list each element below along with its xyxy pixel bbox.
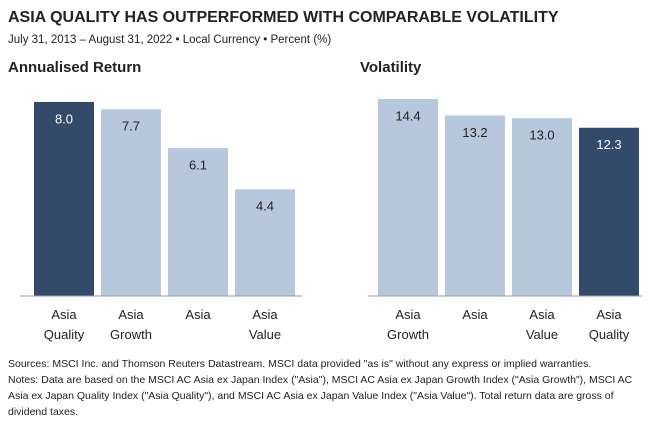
- bar: [512, 118, 572, 297]
- x-tick-label: Asia Growth: [110, 307, 152, 342]
- bar: [579, 127, 639, 297]
- value-label: 6.1: [189, 158, 207, 173]
- x-tick-label: Asia: [185, 307, 211, 322]
- bar: [168, 148, 228, 296]
- panel-title: Annualised Return: [8, 59, 141, 76]
- value-label: 14.4: [395, 108, 420, 123]
- sources: Sources: MSCI Inc. and Thomson Reuters D…: [8, 358, 592, 370]
- value-label: 13.2: [462, 125, 487, 140]
- panel-title: Volatility: [360, 59, 422, 76]
- value-label: 13.0: [529, 128, 554, 143]
- footnotes: Sources: MSCI Inc. and Thomson Reuters D…: [8, 356, 644, 420]
- value-label: 7.7: [122, 119, 140, 134]
- chart: ASIA QUALITY HAS OUTPERFORMED WITH COMPA…: [8, 9, 642, 342]
- value-label: 4.4: [256, 199, 274, 214]
- value-label: 8.0: [55, 111, 73, 126]
- bar: [378, 99, 438, 296]
- bar: [101, 109, 161, 297]
- x-tick-label: Asia: [462, 307, 488, 322]
- x-tick-label: Asia Quality: [589, 307, 630, 342]
- x-tick-label: Asia Value: [249, 307, 281, 342]
- chart-subtitle: July 31, 2013 – August 31, 2022 • Local …: [8, 34, 331, 46]
- bar: [445, 115, 505, 297]
- x-tick-label: Asia Value: [526, 307, 558, 342]
- value-label: 12.3: [596, 137, 621, 152]
- bar: [235, 189, 295, 296]
- x-tick-label: Asia Growth: [387, 307, 429, 342]
- notes: Notes: Data are based on the MSCI AC Asi…: [8, 374, 633, 418]
- x-tick-label: Asia Quality: [44, 307, 85, 342]
- bar: [34, 102, 94, 296]
- chart-title: ASIA QUALITY HAS OUTPERFORMED WITH COMPA…: [8, 9, 559, 26]
